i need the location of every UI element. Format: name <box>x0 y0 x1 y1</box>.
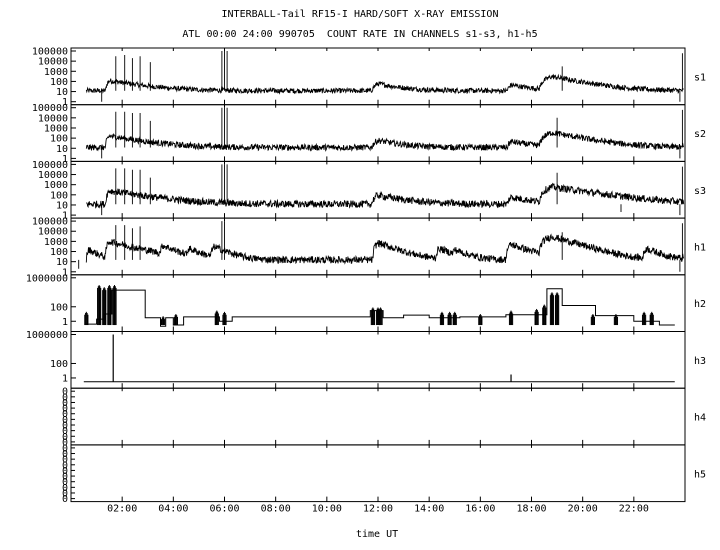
y-tick-label-h5: 0 <box>62 483 68 494</box>
x-axis-label: time UT <box>356 529 399 540</box>
y-tick-label-h4: 0 <box>62 437 68 448</box>
y-tick-label-h2: 1000000 <box>26 273 68 284</box>
y-tick-label-s1: 100 <box>50 77 68 88</box>
x-tick-label: 20:00 <box>568 504 598 515</box>
panel-frame-s2 <box>70 104 686 162</box>
y-tick-label-h5: 0 <box>62 449 68 460</box>
y-tick-label-s3: 100000 <box>32 160 68 171</box>
y-tick-label-h1: 10 <box>56 257 68 268</box>
y-tick-label-s3: 1 <box>62 211 68 222</box>
y-tick-label-s3: 100 <box>50 190 68 201</box>
y-tick-label-h5: 0 <box>62 455 68 466</box>
channel-label-s1: s1 <box>694 72 706 83</box>
channel-label-h2: h2 <box>694 299 706 310</box>
channel-label-h1: h1 <box>694 242 706 253</box>
y-tick-label-s1: 100000 <box>32 47 68 58</box>
y-tick-label-s3: 1000 <box>44 180 68 191</box>
y-tick-label-s1: 1000 <box>44 67 68 78</box>
y-tick-label-h5: 0 <box>62 443 68 454</box>
y-tick-label-h1: 1000 <box>44 237 68 248</box>
x-tick-label: 14:00 <box>414 504 444 515</box>
channel-label-h5: h5 <box>694 469 706 480</box>
y-tick-label-h5: 0 <box>62 477 68 488</box>
y-tick-label-h3: 1000000 <box>26 330 68 341</box>
chart-subtitle: ATL 00:00 24:00 990705 COUNT RATE IN CHA… <box>182 29 538 40</box>
chart-title: INTERBALL-Tail RF15-I HARD/SOFT X-RAY EM… <box>221 9 499 20</box>
y-tick-label-h4: 0 <box>62 392 68 403</box>
y-tick-label-s2: 100 <box>50 134 68 145</box>
x-tick-label: 02:00 <box>107 504 137 515</box>
y-tick-label-h3: 100 <box>50 359 68 370</box>
series-line-h1 <box>78 221 685 272</box>
y-tick-label-h4: 0 <box>62 404 68 415</box>
y-tick-label-s2: 1000 <box>44 123 68 134</box>
y-tick-label-s1: 1 <box>62 97 68 108</box>
panel-frame-h3 <box>70 331 686 389</box>
panel-frame-s1 <box>70 47 686 106</box>
y-tick-label-h4: 0 <box>62 387 68 398</box>
series-line-h2 <box>86 288 675 327</box>
channel-label-s2: s2 <box>694 129 706 140</box>
channel-label-h3: h3 <box>694 356 706 367</box>
x-tick-label: 18:00 <box>516 504 546 515</box>
y-tick-label-h5: 0 <box>62 472 68 483</box>
y-tick-label-s1: 10000 <box>38 57 68 68</box>
y-tick-label-h4: 0 <box>62 415 68 426</box>
y-tick-label-h5: 0 <box>62 466 68 477</box>
y-tick-label-h1: 100 <box>50 247 68 258</box>
y-tick-label-h4: 0 <box>62 398 68 409</box>
channel-label-s3: s3 <box>694 186 706 197</box>
x-tick-label: 08:00 <box>261 504 291 515</box>
y-tick-label-s1: 10 <box>56 87 68 98</box>
x-tick-label: 22:00 <box>619 504 649 515</box>
y-tick-label-s2: 10000 <box>38 113 68 124</box>
y-tick-label-s2: 10 <box>56 144 68 155</box>
x-tick-label: 06:00 <box>209 504 239 515</box>
y-tick-label-h2: 100 <box>50 302 68 313</box>
x-tick-label: 10:00 <box>312 504 342 515</box>
y-tick-label-h1: 1 <box>62 267 68 278</box>
y-tick-label-h4: 0 <box>62 426 68 437</box>
panel-frame-s3 <box>70 160 686 219</box>
y-tick-label-h1: 100000 <box>32 217 68 228</box>
y-tick-label-h1: 10000 <box>38 227 68 238</box>
y-tick-label-h5: 0 <box>62 488 68 499</box>
y-tick-label-h3: 1 <box>62 373 68 384</box>
y-tick-label-h5: 0 <box>62 460 68 471</box>
series-line-s2 <box>85 107 685 159</box>
y-tick-label-s3: 10 <box>56 200 68 211</box>
series-line-s1 <box>85 51 684 102</box>
y-tick-label-h4: 0 <box>62 432 68 443</box>
x-tick-label: 04:00 <box>158 504 188 515</box>
y-tick-label-s3: 10000 <box>38 170 68 181</box>
y-tick-label-s2: 100000 <box>32 103 68 114</box>
y-tick-label-h2: 1 <box>62 317 68 328</box>
y-tick-label-s2: 1 <box>62 154 68 165</box>
series-line-s3 <box>86 164 685 216</box>
channel-label-h4: h4 <box>694 413 706 424</box>
x-tick-label: 16:00 <box>465 504 495 515</box>
panel-frame-h5 <box>70 444 686 503</box>
y-tick-label-h4: 0 <box>62 421 68 432</box>
panel-frame-h4 <box>70 387 686 446</box>
y-tick-label-h4: 0 <box>62 409 68 420</box>
y-tick-label-h5: 0 <box>62 494 68 505</box>
x-tick-label: 12:00 <box>363 504 393 515</box>
